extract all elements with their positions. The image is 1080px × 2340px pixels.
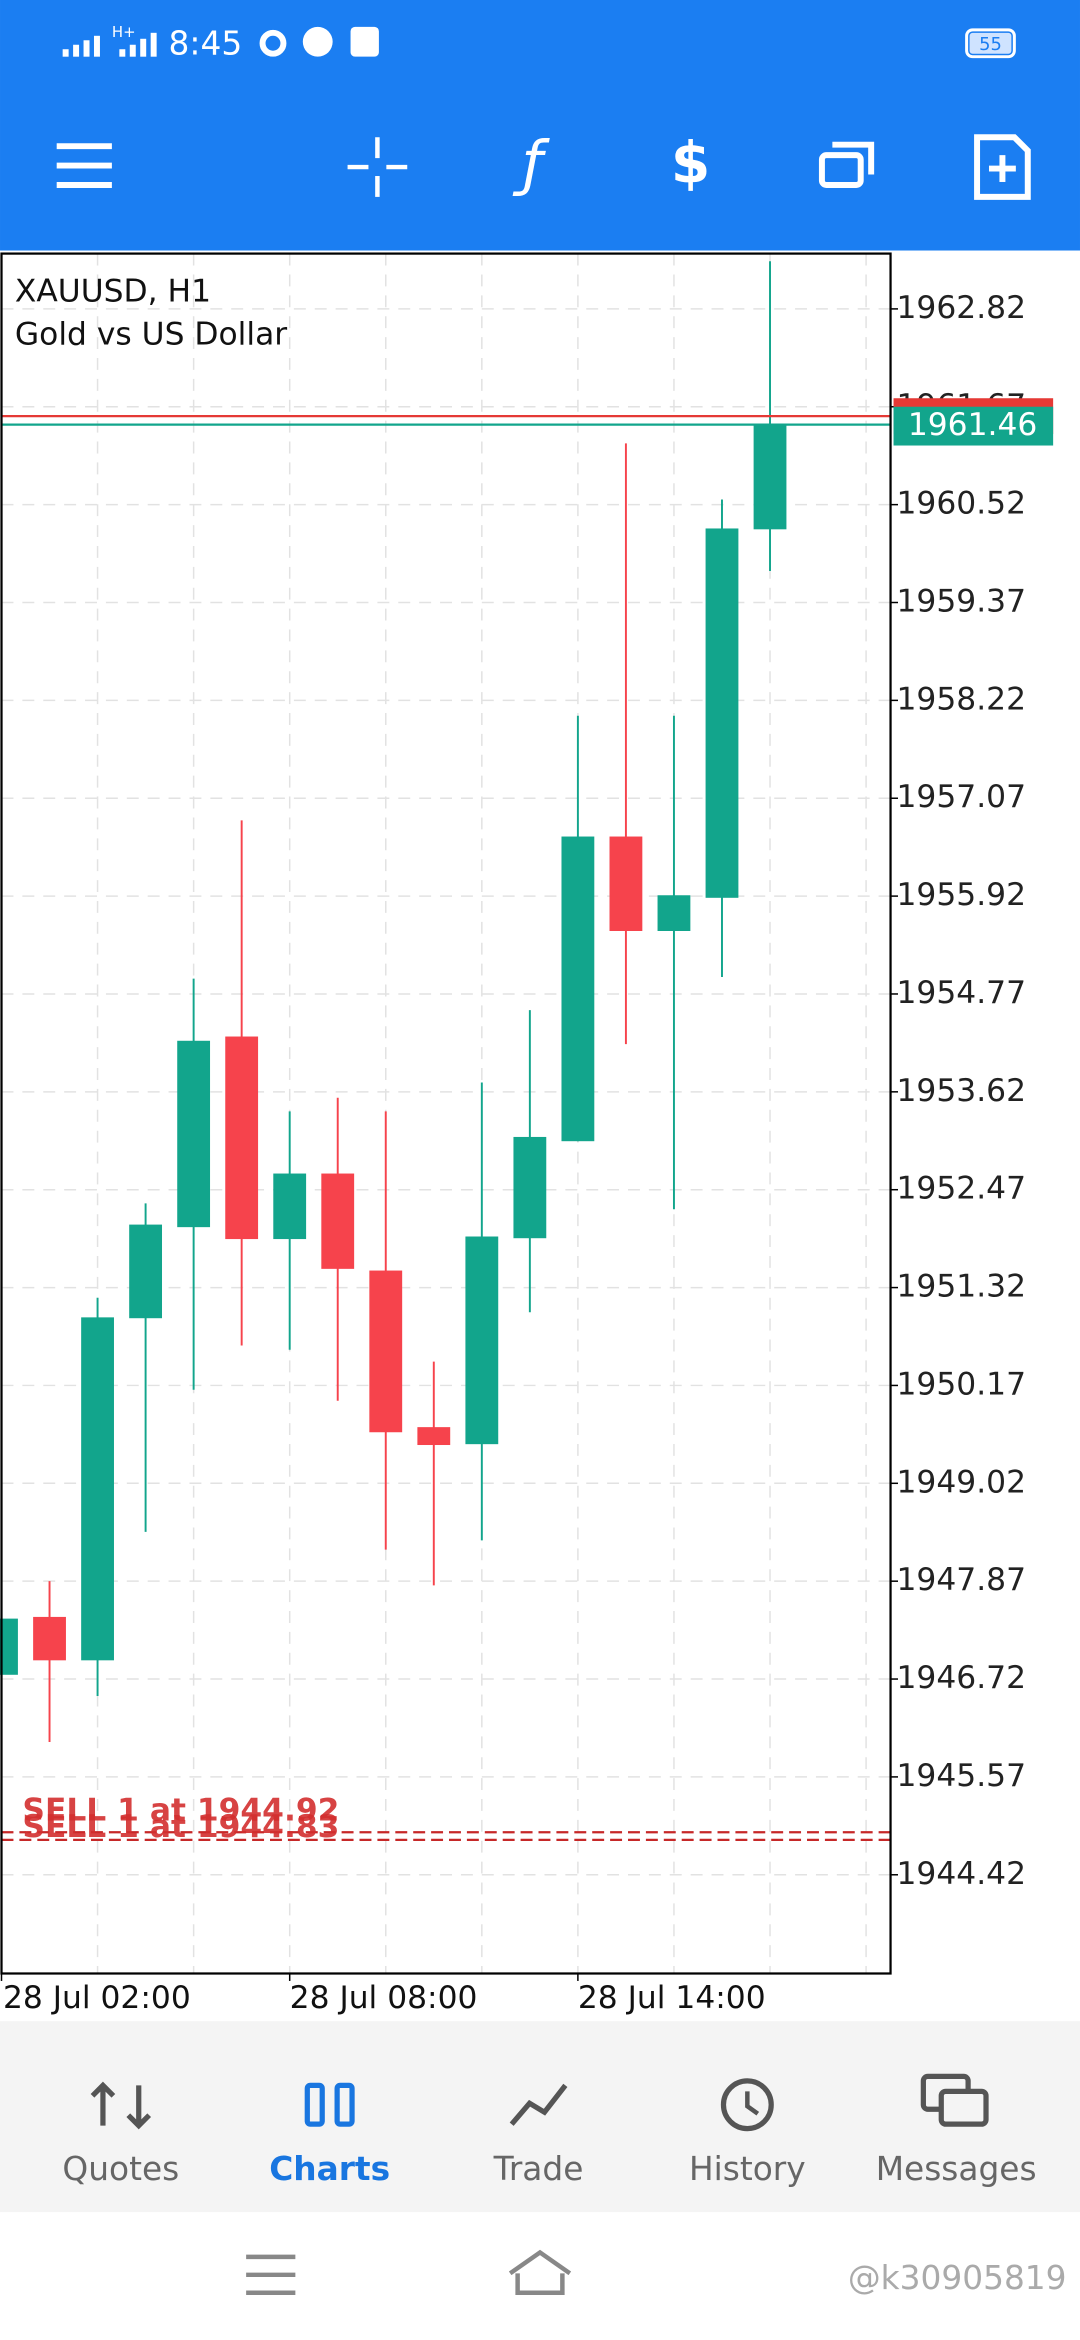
battery-level <box>969 32 1012 54</box>
battery <box>965 28 1016 59</box>
y-tick-label: 1953.62 <box>897 1073 1027 1109</box>
mail-icon <box>350 26 379 57</box>
y-tick-label: 1945.57 <box>897 1758 1027 1794</box>
nav-icon <box>90 2081 152 2130</box>
new-order-button[interactable] <box>974 134 1031 200</box>
nav-label: Quotes <box>62 2150 179 2188</box>
y-tick-label: 1950.17 <box>897 1366 1027 1402</box>
signal-icons: H+ <box>62 23 157 57</box>
y-tick-label: 1959.37 <box>897 584 1027 620</box>
candle-body <box>321 1173 355 1269</box>
candle-body <box>177 1040 211 1228</box>
chart: 1944.42 1945.57 1946.72 1947.87 1949.02 1950.… <box>0 253 1054 2016</box>
nav-icon <box>745 2091 760 2116</box>
nav-label: History <box>689 2150 806 2188</box>
candle-body <box>753 424 787 530</box>
svg-text:H+: H+ <box>112 23 136 41</box>
nav-item[interactable]: History <box>689 2078 806 2188</box>
candle-body <box>129 1224 163 1319</box>
windows-button[interactable] <box>818 141 875 188</box>
y-tick-label: 1947.87 <box>897 1562 1027 1598</box>
nav-item[interactable]: Charts <box>269 2082 390 2188</box>
price-tag <box>893 406 1054 446</box>
chart-subtitle: Gold vs US Dollar <box>15 317 287 353</box>
candle-body <box>225 1036 259 1240</box>
candle-body <box>81 1317 114 1661</box>
nav-label: Trade <box>493 2150 584 2188</box>
nav-label: Charts <box>269 2150 390 2188</box>
order-label: SELL 1 at 1944.83 <box>22 1809 339 1845</box>
plot-frame <box>0 252 892 1975</box>
candle-body <box>465 1236 499 1445</box>
system-buttons <box>246 2249 572 2295</box>
nav-item[interactable]: Trade <box>493 2083 584 2188</box>
candle-body <box>33 1616 66 1661</box>
candle-body <box>513 1136 547 1239</box>
candle-body <box>657 895 691 931</box>
nav-icon <box>334 2082 355 2127</box>
crosshair-button[interactable] <box>347 137 408 197</box>
order-label: SELL 1 at 1944.92 <box>22 1792 339 1828</box>
nav-item[interactable]: Quotes <box>62 2081 179 2188</box>
y-tick-label: 1944.42 <box>897 1856 1027 1892</box>
y-tick-label: 1952.47 <box>897 1171 1027 1207</box>
nav-icon <box>938 2088 989 2127</box>
candle-body <box>369 1270 403 1433</box>
menu-button[interactable] <box>56 143 112 188</box>
y-tick-label: 1958.22 <box>897 681 1027 717</box>
y-tick-label: 1954.77 <box>897 975 1027 1011</box>
nav-item[interactable]: Messages <box>876 2073 1037 2188</box>
watermark: @k30905819 <box>848 2259 1067 2297</box>
candle-body <box>609 836 643 931</box>
candle-body <box>273 1173 307 1240</box>
candle-body <box>705 528 739 898</box>
candle-body <box>0 1618 18 1675</box>
bottom-nav <box>0 2021 1080 2213</box>
y-tick-label: 1962.82 <box>897 290 1027 326</box>
y-tick-label: 1960.52 <box>897 486 1027 522</box>
chart-title: XAUUSD, H1 <box>15 273 211 309</box>
price-tag-label: 1961.46 <box>908 407 1038 443</box>
trade-button[interactable]: $ <box>671 131 710 197</box>
x-tick-label: 28 Jul 14:00 <box>578 1980 766 2016</box>
nav-icon <box>509 2083 568 2126</box>
settings-icon <box>259 29 287 57</box>
y-tick-label: 1951.32 <box>897 1269 1027 1305</box>
candle-body <box>561 836 595 1142</box>
clock: 8:45 <box>169 24 243 62</box>
nav-items: Quotes Charts Trade History Messages <box>62 2073 1037 2188</box>
x-tick-label: 28 Jul 08:00 <box>290 1980 478 2016</box>
system-nav <box>0 2212 1080 2340</box>
y-tick-label: 1957.07 <box>897 779 1027 815</box>
nav-label: Messages <box>876 2150 1037 2188</box>
app-icon <box>302 26 333 57</box>
candle-body <box>417 1427 451 1446</box>
top-bar <box>0 0 1080 251</box>
y-tick-label: 1949.02 <box>897 1464 1027 1500</box>
y-tick-label: 1946.72 <box>897 1660 1027 1696</box>
y-tick-label: 1955.92 <box>897 877 1027 913</box>
battery-text: 55 <box>979 34 1002 55</box>
x-tick-label: 28 Jul 02:00 <box>3 1980 191 2016</box>
nav-icon <box>720 2078 774 2132</box>
nav-icon <box>304 2082 325 2127</box>
